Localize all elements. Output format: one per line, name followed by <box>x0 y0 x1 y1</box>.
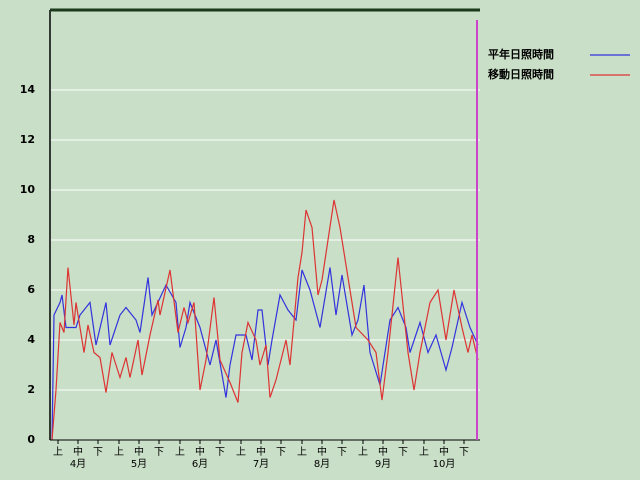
y-tick-label: 6 <box>27 283 35 296</box>
month-label: 4月 <box>70 458 86 470</box>
y-tick-label: 8 <box>27 233 35 246</box>
month-label: 6月 <box>192 458 208 470</box>
x-tick-label: 上 <box>419 446 429 458</box>
legend-label: 平年日照時間 <box>488 47 554 61</box>
y-tick-label: 0 <box>27 433 35 446</box>
series-line <box>51 199 479 441</box>
x-tick-label: 下 <box>459 447 469 458</box>
x-tick-label: 上 <box>236 446 246 458</box>
x-tick-label: 下 <box>154 447 164 458</box>
x-tick-label: 中 <box>134 445 144 458</box>
x-tick-label: 下 <box>215 447 225 458</box>
plot <box>51 199 479 441</box>
x-tick-label: 中 <box>378 445 388 458</box>
x-tick-label: 下 <box>398 447 408 458</box>
series-line <box>51 267 479 441</box>
x-tick-label: 中 <box>195 445 205 458</box>
x-tick-label: 上 <box>297 446 307 458</box>
x-tick-label: 上 <box>114 446 124 458</box>
month-label: 7月 <box>253 458 269 470</box>
x-tick-label: 上 <box>53 446 63 458</box>
x-tick-label: 下 <box>337 447 347 458</box>
x-tick-label: 中 <box>317 445 327 458</box>
month-label: 10月 <box>433 458 456 470</box>
y-tick-label: 14 <box>20 83 36 96</box>
y-tick-label: 4 <box>27 333 35 346</box>
month-label: 8月 <box>314 458 330 470</box>
x-tick-label: 中 <box>256 445 266 458</box>
x-tick-label: 中 <box>439 445 449 458</box>
y-tick-label: 12 <box>20 133 35 146</box>
x-tick-label: 下 <box>93 447 103 458</box>
y-tick-label: 10 <box>20 183 36 196</box>
x-tick-label: 下 <box>276 447 286 458</box>
x-tick-label: 上 <box>358 446 368 458</box>
month-label: 5月 <box>131 458 147 470</box>
x-tick-label: 上 <box>175 446 185 458</box>
x-tick-label: 中 <box>73 445 83 458</box>
y-tick-label: 2 <box>27 383 35 396</box>
legend-label: 移動日照時間 <box>488 67 554 81</box>
month-label: 9月 <box>375 458 391 470</box>
